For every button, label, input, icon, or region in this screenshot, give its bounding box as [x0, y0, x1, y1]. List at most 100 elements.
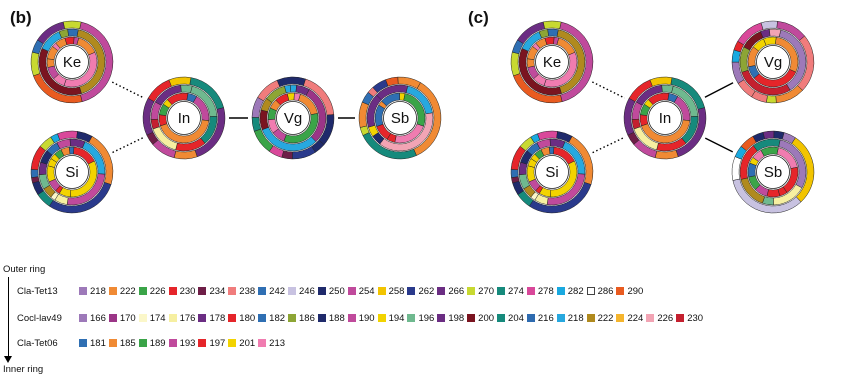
dotted-edge-si-in: [592, 136, 625, 154]
ring-segment: [46, 165, 56, 183]
color-swatch: [347, 314, 356, 322]
population-node-si: Si: [30, 130, 114, 214]
allele-label: 262: [418, 286, 435, 297]
color-swatch: [108, 314, 117, 322]
allele-label: 254: [358, 286, 375, 297]
legend-allele: 196: [407, 313, 434, 324]
color-swatch: [168, 287, 177, 295]
ring-segment: [649, 76, 673, 87]
allele-label: 174: [149, 313, 166, 324]
legend-allele: 242: [258, 286, 285, 297]
node-label: Ke: [543, 54, 561, 71]
population-node-si: Si: [510, 130, 594, 214]
legend-allele: 174: [138, 313, 166, 324]
color-swatch: [228, 287, 237, 295]
ring-segment: [46, 58, 55, 68]
color-swatch: [108, 287, 117, 295]
dotted-edge-si-in: [112, 136, 144, 154]
legend-allele: 182: [258, 313, 285, 324]
allele-label: 197: [209, 338, 226, 349]
color-swatch: [258, 339, 267, 347]
node-label: Si: [545, 164, 558, 181]
color-swatch: [258, 287, 267, 295]
ring-segment: [766, 95, 777, 104]
population-node-in: In: [142, 76, 226, 160]
legend-allele: 189: [138, 338, 166, 349]
allele-label: 190: [358, 313, 375, 324]
ring-segment: [654, 149, 679, 160]
allele-label: 282: [567, 286, 584, 297]
legend-allele: 250: [317, 286, 345, 297]
legend-allele: 181: [79, 338, 106, 349]
color-swatch: [258, 314, 267, 322]
color-swatch: [467, 287, 476, 295]
legend-allele: 198: [437, 313, 464, 324]
ring-segment: [556, 131, 573, 143]
population-node-vg: Vg: [731, 20, 815, 104]
population-node-sb: Sb: [358, 76, 442, 160]
legend-allele: 278: [526, 286, 554, 297]
ring-segment: [276, 76, 306, 87]
allele-label: 189: [149, 338, 166, 349]
ring-segment: [510, 51, 521, 77]
allele-label: 196: [418, 313, 435, 324]
color-swatch: [228, 314, 237, 322]
ring-segment: [295, 84, 310, 96]
ring-segment: [64, 36, 75, 46]
ring-segment: [180, 84, 193, 94]
node-label: In: [659, 110, 672, 127]
allele-label: 170: [119, 313, 136, 324]
allele-label: 230: [179, 286, 196, 297]
legend-allele: 218: [556, 313, 584, 324]
panel-label-c: (c): [468, 8, 489, 27]
ring-segment: [763, 36, 777, 46]
allele-label: 204: [508, 313, 524, 324]
node-core: [383, 101, 417, 135]
color-swatch: [377, 287, 386, 295]
ring-segment: [385, 76, 399, 87]
legend-allele: 178: [198, 313, 225, 324]
color-swatch: [377, 314, 386, 322]
color-swatch: [168, 339, 177, 347]
legend-allele: 230: [168, 286, 196, 297]
ring-order-arrow: [8, 277, 9, 359]
panel-label-b: (b): [10, 8, 32, 27]
node-label: Ke: [63, 54, 81, 71]
legend-allele: 180: [228, 313, 255, 324]
allele-label: 218: [567, 313, 584, 324]
color-swatch: [198, 339, 207, 347]
ring-segment: [766, 189, 781, 198]
legend-row-cocl-lav49: Cocl-lav49 166 170 174 176 178 180 182 186 188 190…: [17, 313, 706, 327]
allele-label: 201: [239, 338, 256, 349]
color-swatch: [556, 287, 565, 295]
color-swatch: [616, 287, 625, 295]
node-core: [756, 155, 790, 189]
color-swatch: [586, 314, 595, 322]
node-label: Si: [65, 164, 78, 181]
allele-label: 182: [269, 313, 286, 324]
node-label: Sb: [391, 110, 409, 127]
allele-label: 286: [597, 286, 614, 297]
node-label: Sb: [764, 164, 782, 181]
allele-label: 185: [119, 338, 136, 349]
ring-segment: [752, 138, 781, 152]
legend-allele: 266: [437, 286, 464, 297]
ring-segment: [186, 93, 197, 103]
legend-allele: 230: [676, 313, 703, 324]
allele-label: 226: [657, 313, 674, 324]
color-swatch: [79, 287, 87, 295]
color-swatch: [288, 287, 297, 295]
legend-allele: 226: [646, 313, 673, 324]
ring-segment: [293, 92, 301, 102]
allele-label: 246: [299, 286, 315, 297]
allele-label: 226: [149, 286, 166, 297]
node-core: [535, 45, 569, 79]
allele-label: 230: [687, 313, 704, 324]
node-label: In: [178, 110, 191, 127]
allele-label: 181: [90, 338, 106, 349]
color-swatch: [79, 314, 87, 322]
allele-label: 188: [328, 313, 345, 324]
color-swatch: [288, 314, 297, 322]
ring-segment: [762, 130, 775, 140]
allele-label: 200: [478, 313, 495, 324]
